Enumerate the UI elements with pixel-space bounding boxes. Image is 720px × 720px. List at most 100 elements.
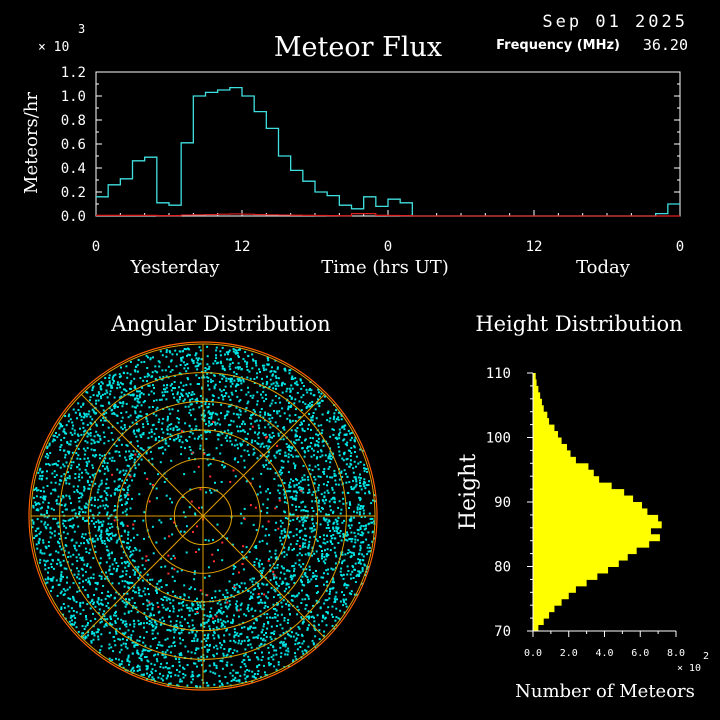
angular-point [225,351,228,354]
angular-point [332,497,335,500]
angular-point [284,454,287,457]
angular-point [311,507,314,509]
angular-point [182,666,184,669]
angular-point [45,527,48,530]
angular-point [346,475,349,478]
angular-point [288,546,290,549]
angular-point [136,533,139,536]
angular-point [311,419,314,422]
angular-point [39,531,42,534]
angular-point [188,614,191,617]
angular-point [119,575,122,578]
angular-point [266,542,269,545]
angular-point [70,569,73,572]
angular-point [346,457,349,460]
angular-point [133,473,136,476]
angular-point [47,578,50,581]
angular-point [251,596,253,599]
angular-point [50,563,53,566]
angular-point [265,381,268,383]
angular-point [285,587,288,590]
angular-point [207,637,210,640]
angular-point [136,666,139,668]
angular-point [101,499,104,502]
angular-point [254,420,257,423]
angular-point [272,573,275,576]
angular-point [168,350,171,353]
angular-point [272,654,275,657]
angular-point [217,634,220,637]
angular-point [230,432,233,435]
angular-point [254,609,257,612]
angular-point [283,529,286,532]
angular-point [146,372,149,375]
angular-point [349,520,352,523]
angular-point [234,439,237,442]
angular-point [295,595,298,598]
angular-point [285,553,288,556]
angular-point [133,536,135,539]
angular-point [283,493,286,496]
angular-point [171,353,174,356]
angular-point [231,587,234,590]
angular-point [168,615,171,618]
angular-point [86,391,89,394]
angular-point [219,642,222,645]
angular-point [261,601,264,604]
angular-point [178,609,180,612]
angular-point [230,594,233,597]
angular-point [133,369,136,372]
angular-point [131,393,134,396]
angular-point [209,670,212,673]
height-bar [533,443,567,451]
angular-point [281,521,284,524]
angular-point [350,486,353,488]
angular-point [135,416,138,419]
angular-point [166,649,169,652]
angular-point [46,516,49,519]
angular-point [259,485,261,488]
angular-point [155,623,158,626]
angular-point [329,447,331,450]
angular-point [221,667,224,670]
angular-point [293,547,295,550]
angular-point [242,557,245,560]
angular-point [78,513,80,515]
angular-point [292,490,295,493]
angular-point [258,559,261,562]
angular-point [359,461,362,464]
angular-point [142,648,145,651]
angular-point [314,465,317,468]
angular-point [129,373,132,376]
angular-point [301,575,304,578]
angular-point [129,623,132,626]
angular-point [72,485,75,488]
angular-point [126,493,129,496]
angular-point [107,426,110,429]
angular-point [118,627,121,630]
angular-point [340,414,343,417]
angular-point [201,646,204,649]
angular-point [226,661,229,664]
angular-point [278,470,281,473]
angular-point [150,435,153,438]
angular-point [350,463,353,466]
angular-point [301,650,304,653]
angular-point [292,513,295,516]
angular-point [230,663,233,666]
angular-point [58,537,61,540]
angular-point [225,654,228,657]
angular-point [84,570,87,573]
angular-point [137,416,140,419]
angular-point [160,586,163,589]
angular-point [37,540,40,543]
angular-point [163,596,166,598]
angular-point [261,442,264,445]
angular-point [164,565,167,568]
angular-point [315,433,318,436]
angular-point [160,598,163,600]
angular-point [91,598,94,601]
angular-point [125,429,128,432]
angular-point [142,674,145,677]
angular-point [259,569,262,572]
